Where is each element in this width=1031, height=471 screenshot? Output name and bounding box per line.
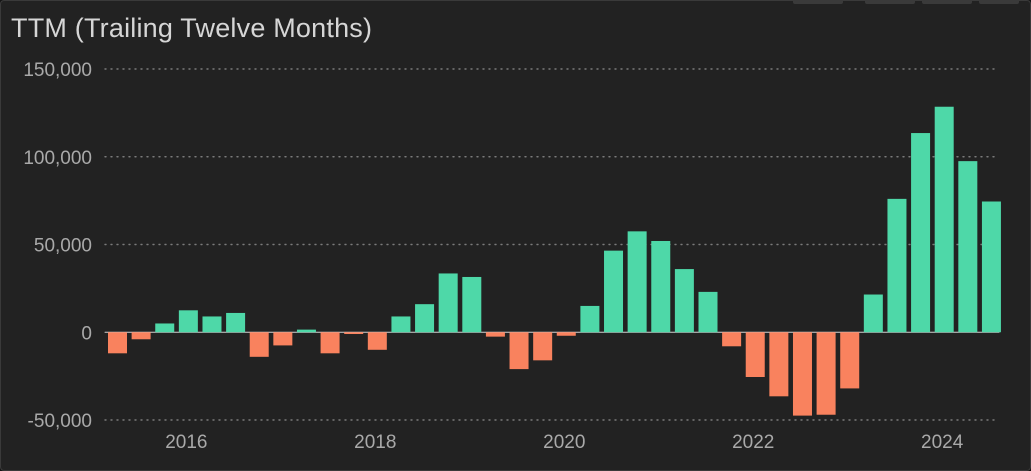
x-tick-label: 2020: [543, 432, 585, 453]
bars: [108, 106, 1001, 416]
bar[interactable]: [485, 332, 505, 337]
bar[interactable]: [344, 332, 364, 335]
x-tick-label: 2018: [354, 432, 396, 453]
bar[interactable]: [651, 240, 671, 333]
bar[interactable]: [722, 332, 742, 347]
x-axis-labels: 2016 2018 2020 2022 2024: [165, 432, 964, 453]
bar[interactable]: [533, 332, 553, 361]
y-tick-label: 150,000: [23, 60, 92, 81]
bar[interactable]: [367, 332, 387, 350]
toolbar-tab[interactable]: [793, 1, 843, 4]
bar[interactable]: [911, 133, 931, 333]
toolbar-tab[interactable]: [922, 1, 972, 4]
bar[interactable]: [202, 316, 222, 333]
bar[interactable]: [840, 332, 860, 389]
bar[interactable]: [108, 332, 127, 354]
bar[interactable]: [178, 310, 198, 333]
bar[interactable]: [462, 276, 482, 333]
bar[interactable]: [674, 269, 694, 333]
x-tick-label: 2022: [732, 432, 774, 453]
bar[interactable]: [792, 332, 812, 416]
bar[interactable]: [131, 332, 151, 340]
y-axis-labels: 150,000 100,000 50,000 0 -50,000: [23, 60, 92, 432]
bar[interactable]: [698, 291, 718, 333]
toolbar-tab[interactable]: [979, 1, 1019, 4]
bar[interactable]: [438, 273, 458, 333]
x-tick-label: 2016: [165, 432, 207, 453]
bar[interactable]: [816, 332, 836, 415]
bar[interactable]: [981, 201, 1001, 333]
bar[interactable]: [320, 332, 340, 354]
y-tick-label: 100,000: [23, 148, 92, 169]
bar[interactable]: [226, 312, 246, 333]
bar[interactable]: [604, 250, 624, 333]
bar[interactable]: [863, 294, 883, 333]
x-tick-label: 2024: [921, 432, 964, 453]
bar[interactable]: [391, 316, 411, 333]
bar[interactable]: [556, 332, 576, 336]
y-tick-label: 50,000: [34, 236, 92, 257]
y-tick-label: 0: [81, 323, 92, 344]
bar[interactable]: [580, 305, 600, 333]
bar[interactable]: [887, 198, 907, 333]
bar[interactable]: [249, 332, 269, 357]
bar[interactable]: [296, 329, 316, 333]
toolbar-tab[interactable]: [865, 1, 915, 4]
bar[interactable]: [627, 231, 647, 333]
y-tick-label: -50,000: [28, 411, 92, 432]
bar[interactable]: [745, 332, 765, 378]
bar[interactable]: [769, 332, 789, 397]
bar[interactable]: [958, 161, 978, 333]
bar[interactable]: [155, 323, 175, 333]
bar[interactable]: [509, 332, 529, 370]
chart-title: TTM (Trailing Twelve Months): [11, 13, 373, 43]
bar[interactable]: [415, 304, 435, 333]
bar[interactable]: [273, 332, 293, 346]
gridlines: [104, 68, 1000, 421]
bar[interactable]: [934, 106, 954, 333]
